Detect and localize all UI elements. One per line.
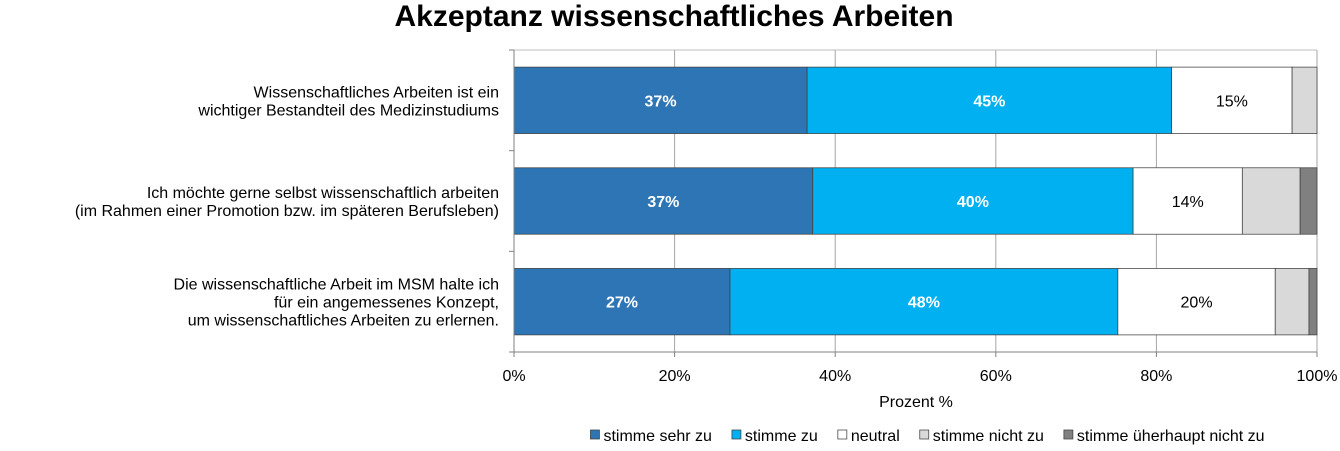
category-label: Die wissenschaftliche Arbeit im MSM halt…	[174, 277, 499, 330]
legend-item: stimme nicht zu	[919, 428, 1044, 445]
data-label: 40%	[957, 194, 989, 211]
legend-label: neutral	[851, 428, 900, 445]
bar-segment	[729, 268, 1119, 336]
legend-swatch	[1063, 429, 1074, 440]
bar-segment	[513, 167, 814, 235]
legend-item: neutral	[837, 428, 900, 445]
legend-item: stimme sehr zu	[590, 428, 712, 445]
category-label: Wissenschaftliches Arbeiten ist ein wicht…	[197, 84, 499, 119]
data-label: 37%	[647, 194, 679, 211]
axes: 0% 20% 40% 60% 80% 100%	[502, 49, 1338, 385]
data-label: 15%	[1216, 93, 1248, 110]
category-label-line: (im Rahmen einer Promotion bzw. im späte…	[75, 203, 499, 220]
x-tick-label: 40%	[819, 368, 851, 385]
bar-segment	[513, 66, 808, 134]
legend-label: stimme üherhaupt nicht zu	[1077, 428, 1265, 445]
x-tick-label: 20%	[659, 368, 691, 385]
x-tick-label: 0%	[502, 368, 525, 385]
legend-label: stimme nicht zu	[933, 428, 1044, 445]
bar-segment	[812, 167, 1134, 235]
data-label: 20%	[1181, 295, 1213, 312]
legend-swatch	[837, 429, 848, 440]
legend: stimme sehr zu stimme zu neutral stimme nic…	[590, 428, 1265, 445]
legend-swatch	[731, 429, 742, 440]
category-label-line: Die wissenschaftliche Arbeit im MSM halt…	[174, 277, 499, 294]
bar-segment	[1308, 268, 1318, 336]
legend-swatch	[590, 429, 600, 440]
category-label: Ich möchte gerne selbst wissenschaftlich…	[75, 185, 499, 220]
legend-item: stimme üherhaupt nicht zu	[1063, 428, 1265, 445]
data-label: 48%	[908, 295, 940, 312]
bars: 37% 45% 15% 37% 40% 14% 27% 48% 20%	[513, 66, 1318, 336]
category-labels: Wissenschaftliches Arbeiten ist ein wicht…	[75, 84, 499, 329]
bar-segment	[1132, 167, 1243, 235]
x-tick-label: 100%	[1297, 368, 1338, 385]
data-label: 37%	[645, 93, 677, 110]
category-label-line: um wissenschaftliches Arbeiten zu erlern…	[188, 313, 499, 330]
legend-swatch	[919, 429, 930, 440]
category-label-line: wichtiger Bestandteil des Medizinstudium…	[197, 102, 499, 119]
bar-segment	[513, 268, 731, 336]
bar-segment	[1171, 66, 1293, 134]
bar-segment	[1241, 167, 1301, 235]
x-axis-title: Prozent %	[879, 394, 953, 411]
x-tick-label: 60%	[980, 368, 1012, 385]
bar-segment	[1117, 268, 1276, 336]
bar-segment	[1291, 66, 1318, 134]
bar-segment	[1299, 167, 1318, 235]
data-label: 27%	[606, 295, 638, 312]
data-label: 45%	[973, 93, 1005, 110]
legend-item: stimme zu	[731, 428, 818, 445]
legend-label: stimme sehr zu	[603, 428, 711, 445]
bar-segment	[1274, 268, 1310, 336]
chart-title: Akzeptanz wissenschaftliches Arbeiten	[394, 0, 953, 33]
data-label: 14%	[1172, 194, 1204, 211]
category-label-line: Wissenschaftliches Arbeiten ist ein	[254, 84, 499, 101]
x-tick-label: 80%	[1140, 368, 1172, 385]
legend-label: stimme zu	[745, 428, 818, 445]
category-label-line: für ein angemessenes Konzept,	[274, 295, 499, 312]
category-label-line: Ich möchte gerne selbst wissenschaftlich…	[147, 185, 499, 202]
